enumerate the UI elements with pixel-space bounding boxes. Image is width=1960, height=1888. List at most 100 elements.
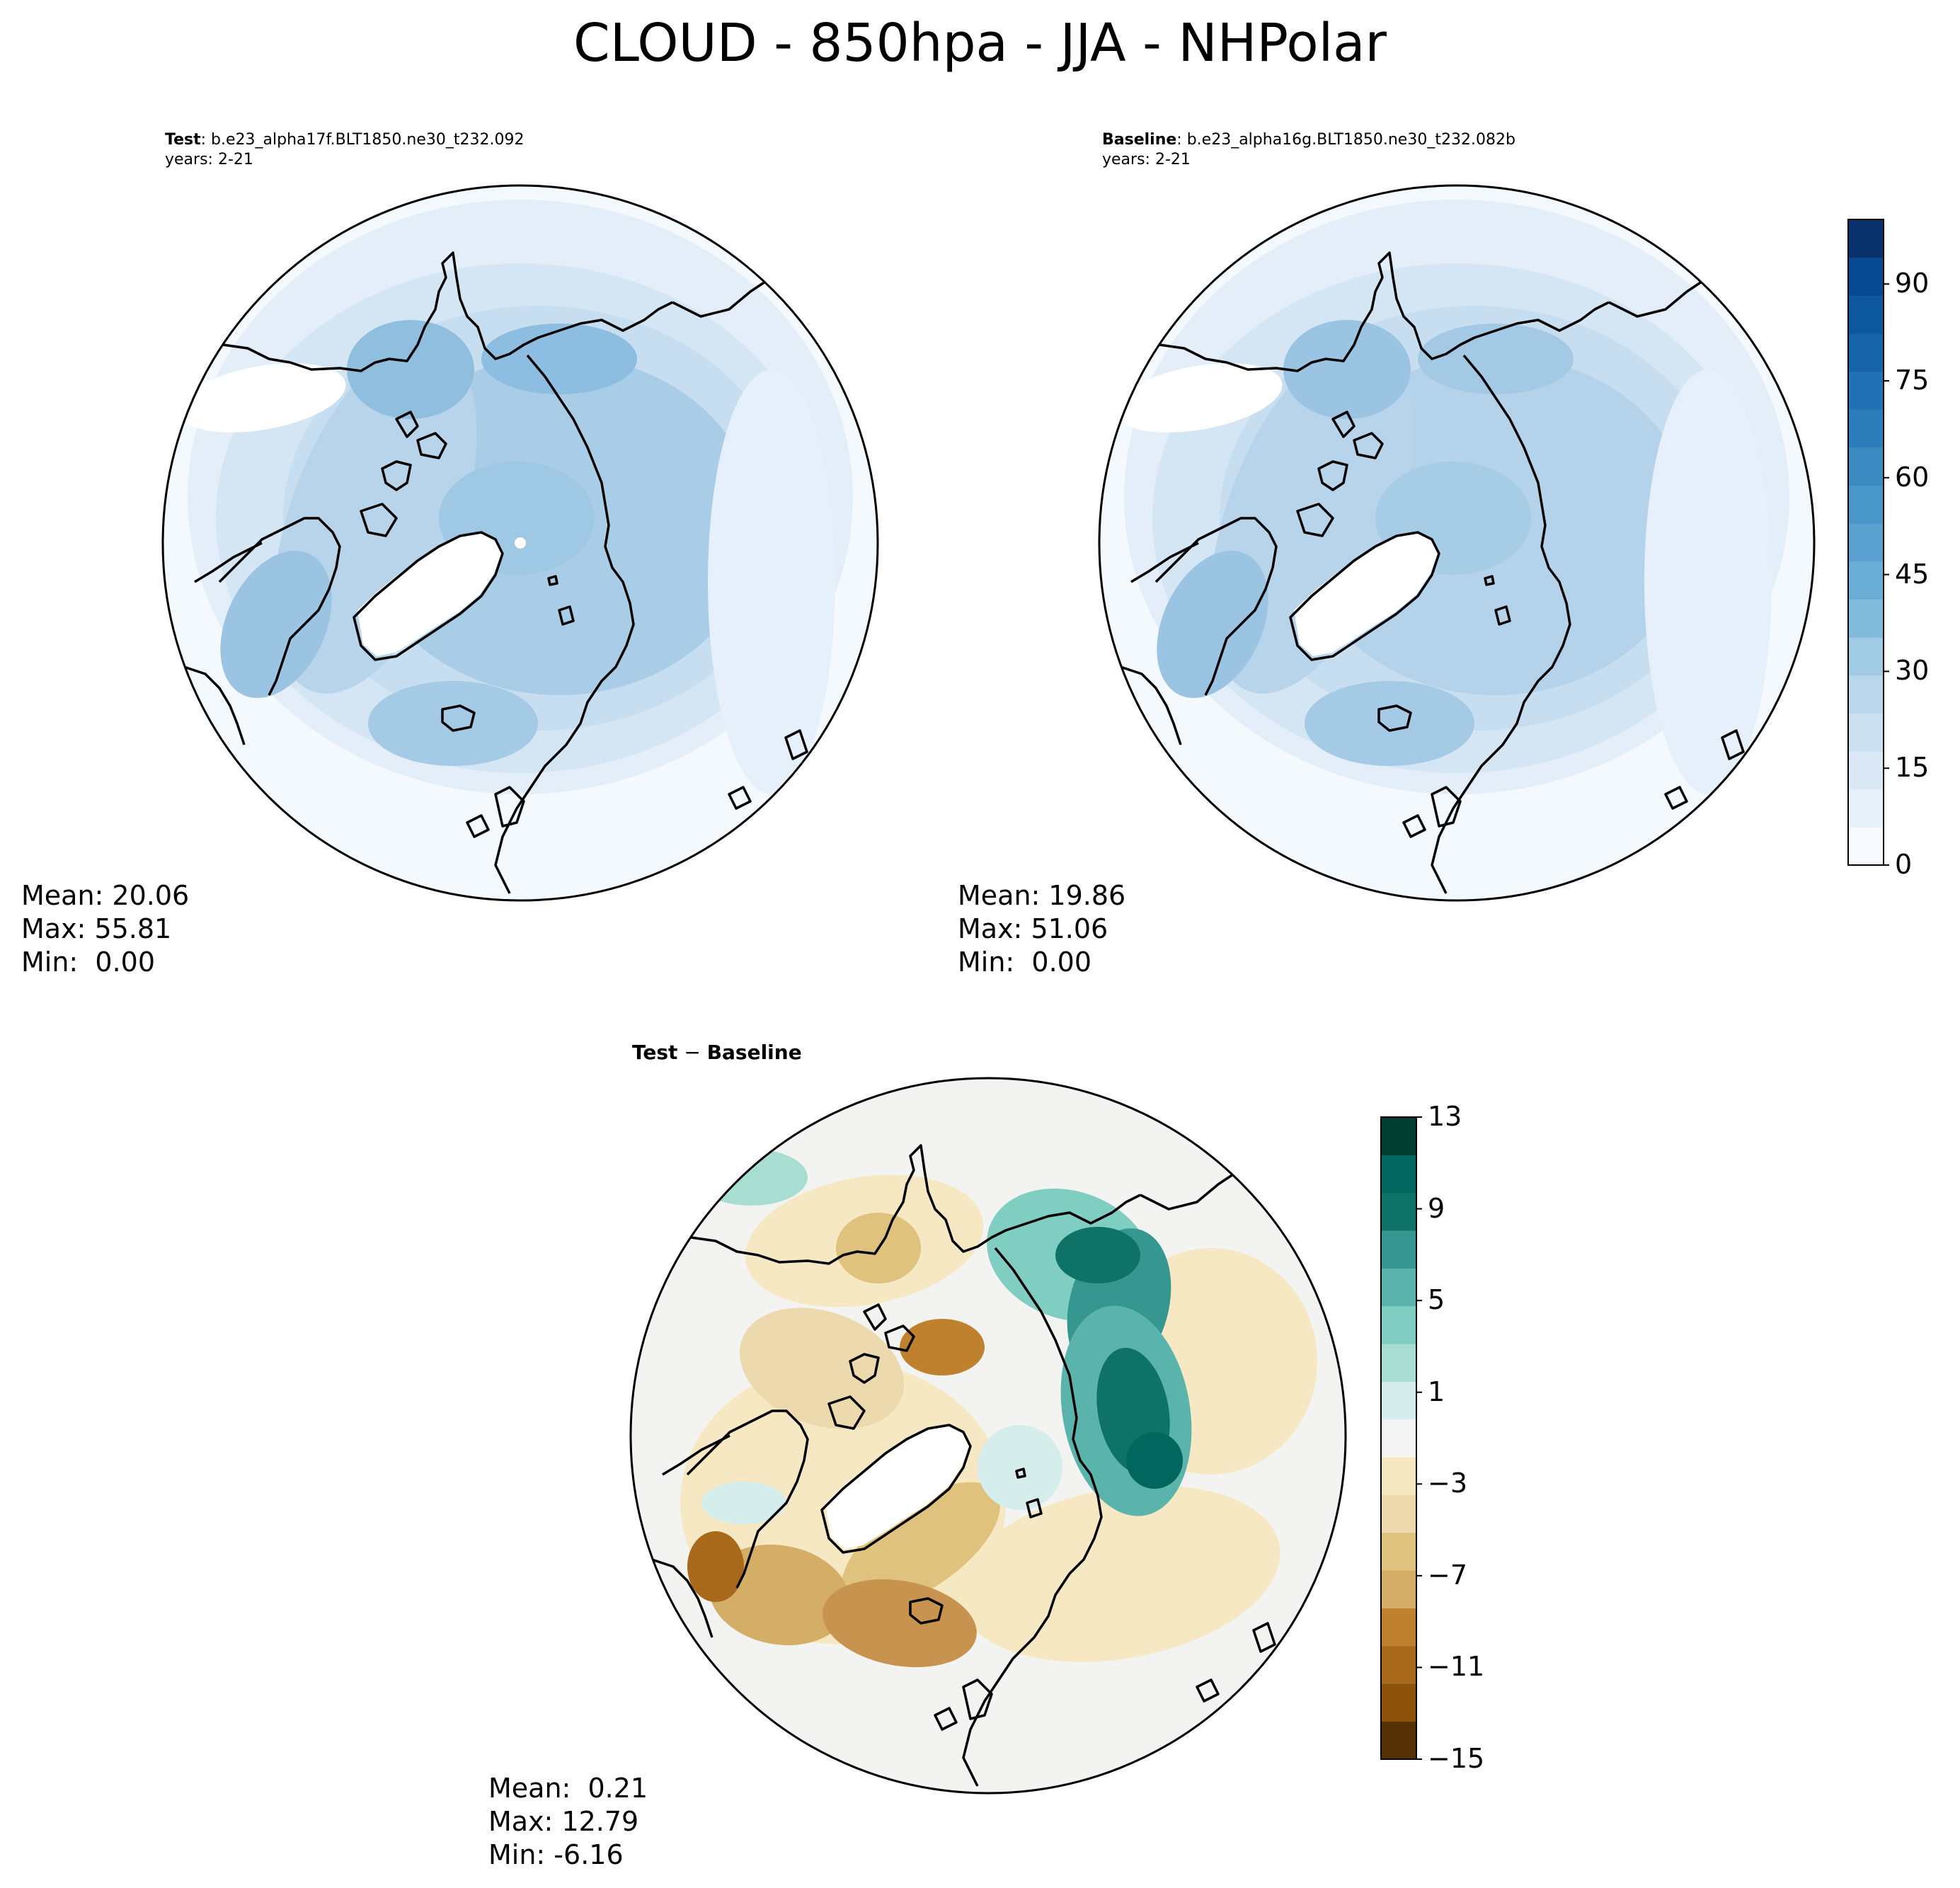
coastline xyxy=(1026,1498,1043,1518)
diff-title-baseline: Baseline xyxy=(706,1041,802,1064)
colorbar-segment xyxy=(1848,447,1884,486)
coastline xyxy=(1494,605,1511,626)
field-contour xyxy=(347,320,474,419)
diff-title-operator: − xyxy=(677,1041,707,1064)
colorbar-segment xyxy=(1381,1192,1416,1231)
colorbar-segment xyxy=(1848,637,1884,676)
baseline-min: Min: 0.00 xyxy=(958,946,1091,978)
colorbar-segment xyxy=(1848,219,1884,258)
diff-mean: Mean: 0.21 xyxy=(488,1773,648,1804)
coastline xyxy=(1120,665,1182,745)
coastline xyxy=(962,1678,993,1720)
test-mean: Mean: 20.06 xyxy=(21,880,190,911)
colorbar-segment xyxy=(1381,1155,1416,1194)
field-contour xyxy=(1126,1432,1183,1489)
colorbar-segment xyxy=(1848,409,1884,448)
coastline xyxy=(218,517,341,696)
colorbar-tick-label: 13 xyxy=(1428,1101,1462,1132)
pole-point xyxy=(515,537,526,549)
coastline xyxy=(962,1247,1103,1787)
difference-colorbar xyxy=(1380,1116,1422,1760)
map-boundary xyxy=(1098,184,1816,902)
colorbar-segment xyxy=(1381,1344,1416,1382)
diff-min: Min: -6.16 xyxy=(488,1839,624,1870)
coastline xyxy=(1252,1622,1276,1653)
colorbar-tick-label: 75 xyxy=(1895,365,1930,396)
colorbar-segment xyxy=(1381,1305,1416,1344)
colorbar-tick-label: 5 xyxy=(1428,1284,1445,1316)
coastline xyxy=(183,665,246,745)
colorbar-segment xyxy=(1848,295,1884,334)
field-contour xyxy=(842,1482,1000,1609)
coastline xyxy=(662,1434,730,1476)
field-contour xyxy=(823,1579,977,1668)
coastline xyxy=(353,531,504,661)
coastline xyxy=(1353,432,1384,459)
coastline xyxy=(1159,251,1610,372)
test-stats: Mean: 20.06 Max: 55.81 Min: 0.00 xyxy=(21,879,189,979)
coastline xyxy=(849,1353,880,1384)
test-min: Min: 0.00 xyxy=(21,946,155,978)
colorbar-tick-label: 0 xyxy=(1895,849,1913,880)
coastline xyxy=(1196,1678,1220,1703)
coastline xyxy=(1296,503,1334,537)
colorbar-tick-label: 60 xyxy=(1895,461,1930,493)
colorbar-segment xyxy=(1848,561,1884,600)
colorbar-segment xyxy=(1381,1721,1416,1760)
colorbar-tick-label: −11 xyxy=(1428,1651,1485,1683)
test-years: years: 2-21 xyxy=(165,151,253,168)
coastline xyxy=(651,1558,713,1638)
diff-stats: Mean: 0.21 Max: 12.79 Min: -6.16 xyxy=(488,1772,648,1872)
coastline xyxy=(381,460,412,491)
colorbar-segment xyxy=(1848,675,1884,714)
coastline xyxy=(360,503,398,537)
greenland-mask xyxy=(357,532,501,656)
field-contour xyxy=(1644,370,1772,794)
coastline xyxy=(827,1395,866,1430)
colorbar-segment xyxy=(1848,523,1884,562)
coastline xyxy=(547,575,558,586)
field-contour xyxy=(958,1485,1280,1662)
baseline-max: Max: 51.06 xyxy=(958,913,1108,944)
coastline xyxy=(416,432,447,459)
colorbar-tick-label: −3 xyxy=(1428,1468,1468,1499)
colorbar-tick-label: 30 xyxy=(1895,655,1930,687)
coastline xyxy=(1015,1468,1026,1479)
colorbar-segment xyxy=(1381,1570,1416,1609)
field-contour xyxy=(978,1425,1062,1510)
coastline xyxy=(494,786,525,828)
map-boundary xyxy=(629,1077,1347,1795)
colorbar-tick-label: 9 xyxy=(1428,1192,1445,1224)
greenland-mask xyxy=(1294,532,1438,656)
colorbar-segment xyxy=(1848,333,1884,372)
test-polar-map xyxy=(161,184,879,902)
colorbar-segment xyxy=(1848,599,1884,638)
coastline xyxy=(728,786,752,810)
coastline xyxy=(222,251,673,372)
coastline xyxy=(1431,786,1462,828)
field-contour xyxy=(701,1482,786,1524)
field-contour xyxy=(1157,551,1268,698)
colorbar-segment xyxy=(1381,1645,1416,1684)
baseline-panel-header: Baseline: b.e23_alpha16g.BLT1850.ne30_t2… xyxy=(1102,130,1515,170)
field-contour xyxy=(687,1531,744,1602)
field-contour xyxy=(708,370,835,794)
coastline xyxy=(194,542,263,583)
colorbar-tick-label: 45 xyxy=(1895,558,1930,590)
map-boundary xyxy=(161,184,879,902)
field-contour xyxy=(1114,363,1283,433)
coastline xyxy=(784,729,808,760)
field-contour xyxy=(1418,324,1574,394)
figure-title: CLOUD - 850hpa - JJA - NHPolar xyxy=(573,13,1387,74)
coastline xyxy=(466,814,490,838)
coastline xyxy=(909,1597,944,1625)
coastline xyxy=(1154,517,1278,696)
colorbar-segment xyxy=(1848,827,1884,866)
coastline xyxy=(863,1303,887,1331)
colorbar-segment xyxy=(1381,1117,1416,1155)
coastline xyxy=(494,354,635,894)
test-case-name: : b.e23_alpha17f.BLT1850.ne30_t232.092 xyxy=(200,131,525,149)
colorbar-tick-label: 15 xyxy=(1895,752,1930,784)
coastline xyxy=(884,1325,915,1352)
coastline xyxy=(558,605,575,626)
